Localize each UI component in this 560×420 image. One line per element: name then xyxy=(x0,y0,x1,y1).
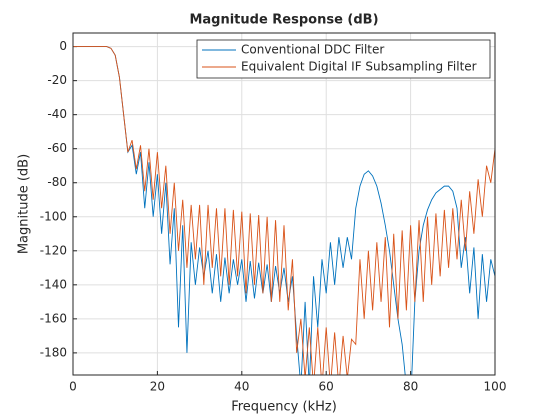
y-tick-label: -160 xyxy=(40,311,67,325)
y-tick-label: -40 xyxy=(47,107,67,121)
plot-area xyxy=(73,33,495,375)
x-tick-label: 100 xyxy=(484,380,507,394)
y-tick-label: -20 xyxy=(47,73,67,87)
axes-box xyxy=(72,32,496,376)
y-tick-label: 0 xyxy=(59,39,67,53)
legend-label: Equivalent Digital IF Subsampling Filter xyxy=(241,60,477,74)
y-tick-label: -60 xyxy=(47,141,67,155)
x-tick-label: 60 xyxy=(319,380,334,394)
x-tick-label: 40 xyxy=(234,380,249,394)
x-axis-label: Frequency (kHz) xyxy=(231,400,337,415)
x-tick-label: 80 xyxy=(403,380,418,394)
series-line xyxy=(73,46,495,375)
y-tick-label: -180 xyxy=(40,345,67,359)
y-axis-label: Magnitude (dB) xyxy=(17,154,32,254)
legend-box xyxy=(196,39,491,79)
y-tick-label: -100 xyxy=(40,209,67,223)
y-tick-label: -120 xyxy=(40,243,67,257)
x-tick-label: 20 xyxy=(150,380,165,394)
series-line xyxy=(73,46,495,375)
y-tick-label: -140 xyxy=(40,277,67,291)
legend-label: Conventional DDC Filter xyxy=(241,43,384,57)
x-tick-label: 0 xyxy=(69,380,77,394)
y-tick-label: -80 xyxy=(47,175,67,189)
chart-title: Magnitude Response (dB) xyxy=(189,13,378,28)
